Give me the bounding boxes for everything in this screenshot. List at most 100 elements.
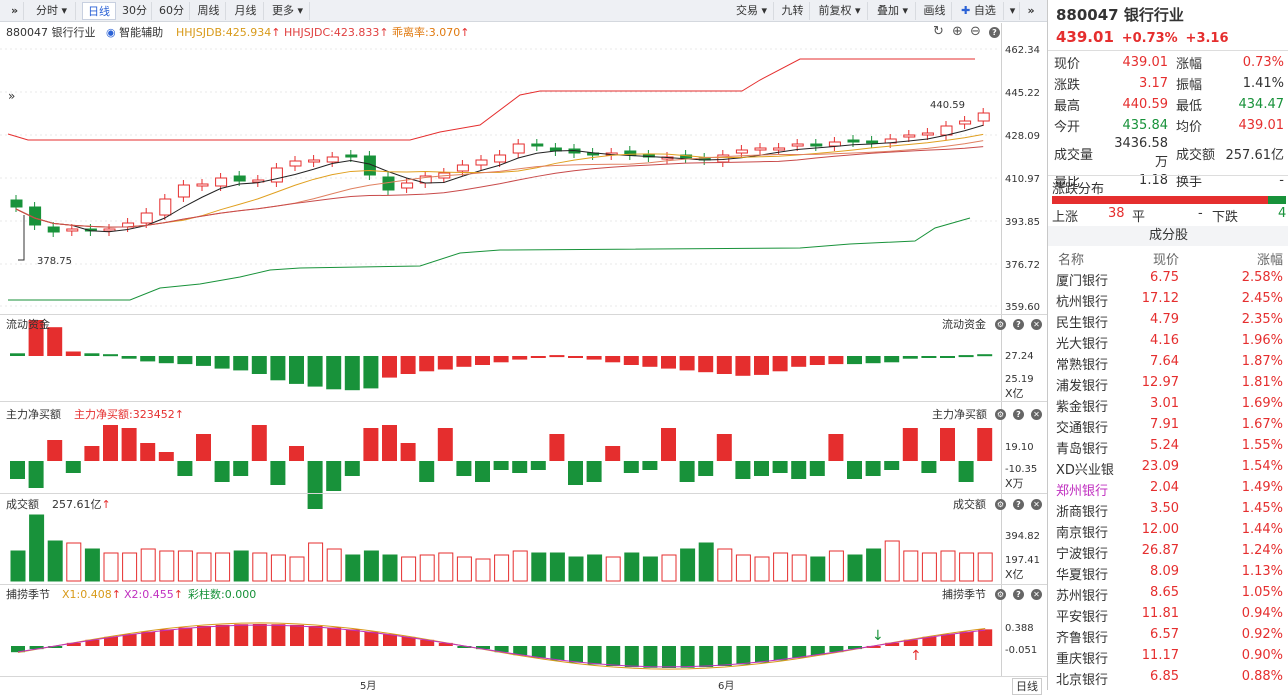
add-watchlist-button[interactable]: ✚ 自选 [954,2,1004,20]
season-bar [978,629,993,646]
component-row[interactable]: 浦发银行 12.97 1.81% [1048,373,1288,394]
gear-icon[interactable]: ⚙ [995,499,1006,510]
season-bar [885,642,900,646]
quote-panel: 880047 银行行业 439.01 +0.73% +3.16 现价 439.01… [1047,0,1288,690]
gear-icon[interactable]: ⚙ [995,409,1006,420]
components-header: 名称 现价 涨幅 [1058,253,1283,268]
tab-minute[interactable]: 分时 ▾ [28,2,76,20]
component-row[interactable]: 郑州银行 2.04 1.49% [1048,478,1288,499]
component-row[interactable]: 宁波银行 26.87 1.24% [1048,541,1288,562]
close-icon[interactable]: ✕ [1031,409,1042,420]
gear-icon[interactable]: ⚙ [995,589,1006,600]
component-row[interactable]: 苏州银行 8.65 1.05% [1048,583,1288,604]
zoom-out-icon[interactable]: ⊖ [970,24,981,39]
component-row[interactable]: 华夏银行 8.09 1.13% [1048,562,1288,583]
component-row[interactable]: 南京银行 12.00 1.44% [1048,520,1288,541]
period-indicator[interactable]: 日线 [1012,678,1042,695]
candle [754,147,767,151]
component-row[interactable]: 民生银行 4.79 2.35% [1048,310,1288,331]
component-change: 1.05% [1241,585,1283,600]
component-row[interactable]: XD兴业银 23.09 1.54% [1048,457,1288,478]
close-icon[interactable]: ✕ [1031,589,1042,600]
component-row[interactable]: 紫金银行 3.01 1.69% [1048,394,1288,415]
season-title: 捕捞季节 [6,588,50,601]
component-change: 0.88% [1241,669,1283,684]
zoom-in-icon[interactable]: ⊕ [952,24,963,39]
tab-monthly[interactable]: 月线 [228,2,264,20]
flow-bar [847,356,862,365]
tab-daily[interactable]: 日线 [82,2,116,20]
component-row[interactable]: 交通银行 7.91 1.67% [1048,415,1288,436]
season-bar [85,639,100,646]
tab-60min[interactable]: 60分 [154,2,190,20]
flow-bar [214,356,230,369]
collapse-icon[interactable]: » [6,2,24,20]
help-icon[interactable]: ? [1013,589,1024,600]
component-row[interactable]: 重庆银行 11.17 0.90% [1048,646,1288,667]
gear-icon[interactable]: ⚙ [995,319,1006,330]
component-row[interactable]: 北京银行 6.85 0.88% [1048,667,1288,688]
component-row[interactable]: 平安银行 11.81 0.94% [1048,604,1288,625]
trade-menu[interactable]: 交易 ▾ [730,2,774,20]
season-x2-line [17,624,986,668]
help-icon[interactable]: ? [1013,319,1024,330]
help-icon[interactable]: ? [1013,409,1024,420]
season-bar [848,646,862,650]
flow-bar [456,356,472,367]
season-bar [159,629,174,646]
net-value: 主力净买额:323452↑ [74,408,184,421]
chevron-down-icon[interactable]: ▾ [1006,2,1020,20]
candle [940,125,953,136]
component-row[interactable]: 齐鲁银行 6.57 0.92% [1048,625,1288,646]
volume-bar [791,554,807,582]
close-icon[interactable]: ✕ [1031,319,1042,330]
season-bar [643,646,658,668]
vol-value: 257.61亿↑ [52,498,111,511]
volume-bar [382,554,398,582]
season-bar [736,646,751,665]
draw-button[interactable]: 画线 [918,2,952,20]
season-bar [122,634,137,646]
component-price: 3.50 [1150,501,1179,516]
net-bar [84,446,100,461]
season-x2: X2:0.455↑ [124,588,183,601]
component-row[interactable]: 浙商银行 3.50 1.45% [1048,499,1288,520]
volume-bar [605,556,621,582]
adjust-menu[interactable]: 前复权 ▾ [812,2,868,20]
refresh-icon[interactable]: ↻ [933,24,944,39]
component-row[interactable]: 杭州银行 17.12 2.45% [1048,289,1288,310]
tab-weekly[interactable]: 周线 [192,2,226,20]
net-bar [679,461,695,482]
help-icon[interactable]: ? [989,27,1000,38]
flow-right-title[interactable]: 流动资金 [942,318,986,331]
net-bar [196,434,211,461]
component-name: XD兴业银 [1056,463,1114,478]
expand-icon[interactable]: » [1027,4,1035,17]
component-row[interactable]: 厦门银行 6.75 2.58% [1048,268,1288,289]
price-tick: 462.34 [1005,45,1040,56]
season-bar [29,646,44,650]
season-bar [48,646,63,648]
smart-assist-toggle[interactable]: ◉ 智能辅助 [106,26,164,39]
flow-bar [735,356,751,376]
component-row[interactable]: 光大银行 4.16 1.96% [1048,331,1288,352]
flow-bar [400,356,416,374]
component-row[interactable]: 青岛银行 5.24 1.55% [1048,436,1288,457]
close-icon[interactable]: ✕ [1031,499,1042,510]
help-icon[interactable]: ? [1013,499,1024,510]
net-tick: -10.35 [1005,464,1038,475]
net-bar [289,446,304,461]
net-bar [214,461,230,482]
nine-turn-button[interactable]: 九转 [776,2,810,20]
collapse-panel-icon[interactable]: » [8,89,16,103]
tab-more[interactable]: 更多 ▾ [266,2,310,20]
tab-30min[interactable]: 30分 [118,2,152,20]
overlay-menu[interactable]: 叠加 ▾ [870,2,916,20]
kline-chart[interactable]: ↓↑ [0,0,1047,690]
volume-bar [252,552,268,582]
season-right-title[interactable]: 捕捞季节 [942,588,986,601]
vol-right-title[interactable]: 成交额 [953,498,986,511]
component-price: 6.57 [1150,627,1179,642]
component-row[interactable]: 常熟银行 7.64 1.87% [1048,352,1288,373]
net-right-title[interactable]: 主力净买额 [932,408,987,421]
